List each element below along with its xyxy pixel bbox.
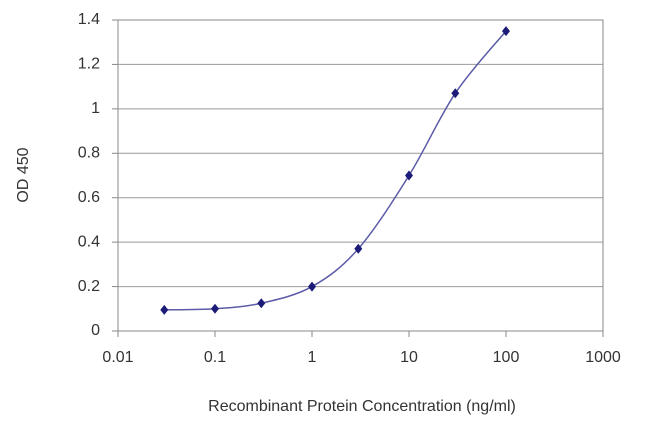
point: [257, 298, 266, 309]
point: [502, 26, 510, 37]
point: [354, 243, 363, 254]
x-tick-label: 1: [308, 349, 317, 366]
y-tick-label: 1.4: [78, 11, 100, 28]
point: [160, 304, 169, 315]
y-tick-label: 1: [91, 100, 100, 117]
y-tick-label: 0.4: [78, 233, 100, 250]
point: [451, 88, 460, 99]
x-tick-label: 10: [400, 349, 418, 366]
plot-frame: [117, 19, 604, 332]
y-tick-label: 1.2: [78, 56, 100, 73]
y-tick-label: 0: [91, 322, 100, 339]
y-tick-label: 0.6: [78, 189, 100, 206]
x-axis-title: Recombinant Protein Concentration (ng/ml…: [208, 398, 516, 415]
y-tick-label: 0.8: [78, 145, 100, 162]
y-tick-label: 0.2: [78, 278, 100, 295]
x-tick-label: 1000: [585, 349, 621, 366]
y-axis-title: OD 450: [15, 147, 32, 202]
point: [308, 281, 316, 292]
x-tick-label: 0.1: [204, 349, 226, 366]
x-tick-label: 100: [493, 349, 520, 366]
point: [211, 303, 219, 314]
point: [405, 170, 413, 181]
x-tick-label: 0.01: [102, 349, 133, 366]
fit-line: [164, 30, 507, 311]
